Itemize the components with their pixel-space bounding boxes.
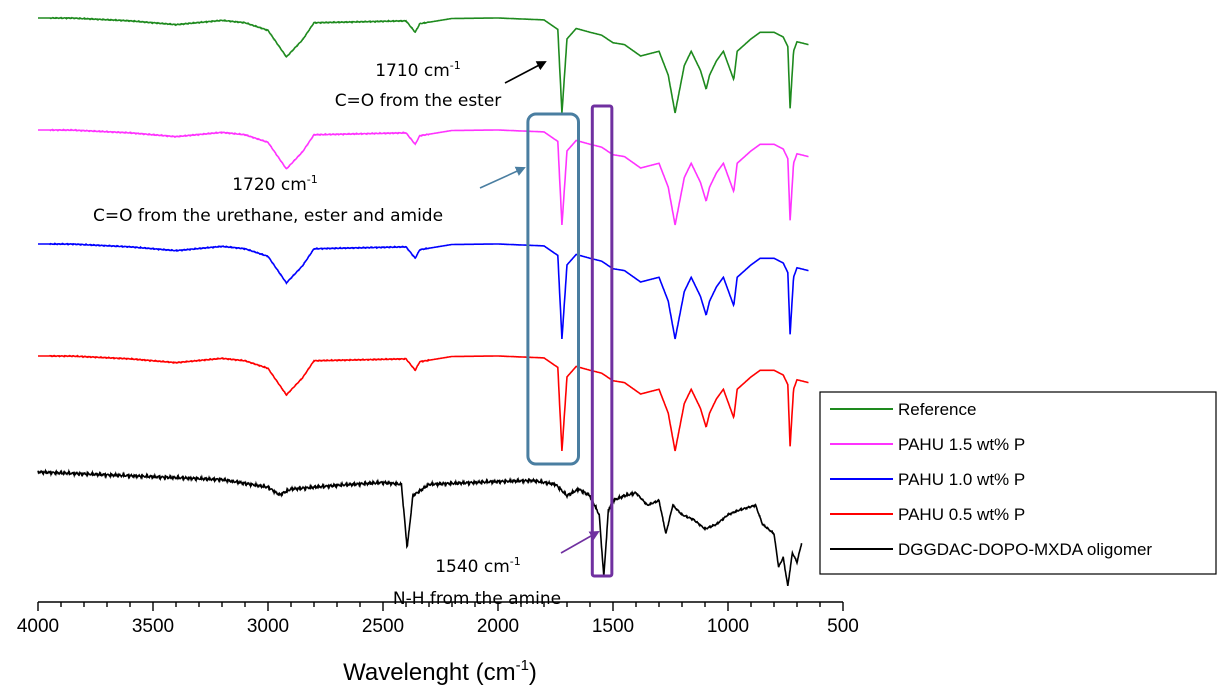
series-line-1 [38,128,809,226]
annotation-arrow-1 [479,166,526,189]
annotation-wavenumber-0: 1710 cm-1 [375,59,461,81]
x-tick-label: 500 [827,616,859,637]
highlight-box-amine [590,104,614,578]
series-line-0 [38,16,809,114]
legend-label-0: Reference [898,400,976,419]
x-tick-label: 2000 [477,616,519,637]
x-tick-label: 3500 [132,616,174,637]
highlight-boxes [526,104,614,578]
annotation-wavenumber-2: 1540 cm-1 [435,555,521,577]
legend-box [819,391,1217,575]
x-tick-label: 2500 [362,616,404,637]
series-line-3 [38,354,809,452]
annotation-arrow-0 [504,61,547,84]
annotation-desc-0: C=O from the ester [335,91,502,111]
x-axis: 4000 3500 3000 2500 2000 1500 1000 500 [17,601,859,637]
highlight-box-carbonyl [526,112,581,466]
spectrum-traces [37,16,809,587]
legend-label-4: DGGDAC-DOPO-MXDA oligomer [898,540,1152,559]
annotations: 1710 cm-1 C=O from the ester 1720 cm-1 C=O … [93,59,600,609]
annotation-desc-1: C=O from the urethane, ester and amide [93,206,443,226]
series-line-4 [37,468,803,587]
x-tick-label: 4000 [17,616,59,637]
annotation-desc-2: N-H from the amine [393,589,561,609]
x-tick-label: 1500 [592,616,634,637]
x-axis-title: Wavelenght (cm-1) [343,657,537,686]
legend: Reference PAHU 1.5 wt% P PAHU 1.0 wt% P PAH… [819,391,1217,575]
legend-label-1: PAHU 1.5 wt% P [898,435,1025,454]
legend-label-3: PAHU 0.5 wt% P [898,505,1025,524]
x-tick-label: 1000 [707,616,749,637]
annotation-arrow-2 [560,531,600,554]
annotation-wavenumber-1: 1720 cm-1 [232,173,318,195]
series-line-2 [38,242,809,340]
legend-label-2: PAHU 1.0 wt% P [898,470,1025,489]
x-tick-label: 3000 [247,616,289,637]
